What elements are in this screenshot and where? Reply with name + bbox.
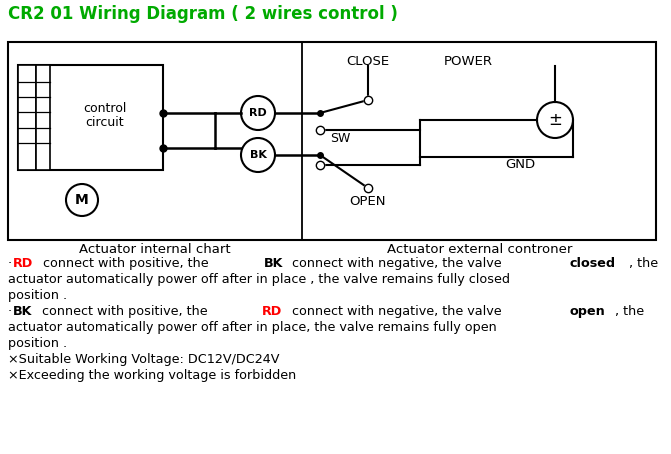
Text: connect with negative, the valve: connect with negative, the valve	[289, 257, 506, 270]
Text: position .: position .	[8, 337, 67, 350]
Text: ×Suitable Working Voltage: DC12V/DC24V: ×Suitable Working Voltage: DC12V/DC24V	[8, 353, 280, 366]
Text: position .: position .	[8, 289, 67, 302]
Text: connect with positive, the: connect with positive, the	[40, 257, 213, 270]
Text: , the: , the	[615, 305, 645, 318]
Text: BK: BK	[264, 257, 283, 270]
Bar	[8, 42, 656, 240]
Text: open: open	[569, 305, 605, 318]
Text: connect with positive, the: connect with positive, the	[38, 305, 212, 318]
Text: actuator automatically power off after in place , the valve remains fully closed: actuator automatically power off after i…	[8, 273, 510, 286]
Text: ·: ·	[8, 305, 12, 318]
Text: , the: , the	[629, 257, 658, 270]
Bar	[18, 65, 36, 170]
Text: closed: closed	[569, 257, 615, 270]
Text: Actuator external controner: Actuator external controner	[387, 243, 572, 256]
Bar	[18, 65, 163, 170]
Text: ×Exceeding the working voltage is forbidden: ×Exceeding the working voltage is forbid…	[8, 369, 297, 382]
Text: OPEN: OPEN	[350, 195, 386, 208]
Text: BK: BK	[250, 150, 266, 160]
Text: CLOSE: CLOSE	[346, 55, 390, 68]
Text: ·: ·	[8, 257, 12, 270]
Text: POWER: POWER	[444, 55, 493, 68]
Text: control: control	[83, 102, 127, 114]
Text: BK: BK	[13, 305, 33, 318]
Text: RD: RD	[13, 257, 34, 270]
Text: SW: SW	[330, 132, 350, 144]
Text: RD: RD	[249, 108, 267, 118]
Text: connect with negative, the valve: connect with negative, the valve	[289, 305, 506, 318]
Text: M: M	[75, 193, 89, 207]
Text: GND: GND	[505, 158, 535, 171]
Text: ±: ±	[548, 111, 562, 129]
Text: circuit: circuit	[86, 115, 124, 128]
Text: Actuator internal chart: Actuator internal chart	[79, 243, 231, 256]
Bar	[36, 65, 50, 170]
Text: actuator automatically power off after in place, the valve remains fully open: actuator automatically power off after i…	[8, 321, 497, 334]
Text: CR2 01 Wiring Diagram ( 2 wires control ): CR2 01 Wiring Diagram ( 2 wires control …	[8, 5, 398, 23]
Text: RD: RD	[262, 305, 282, 318]
